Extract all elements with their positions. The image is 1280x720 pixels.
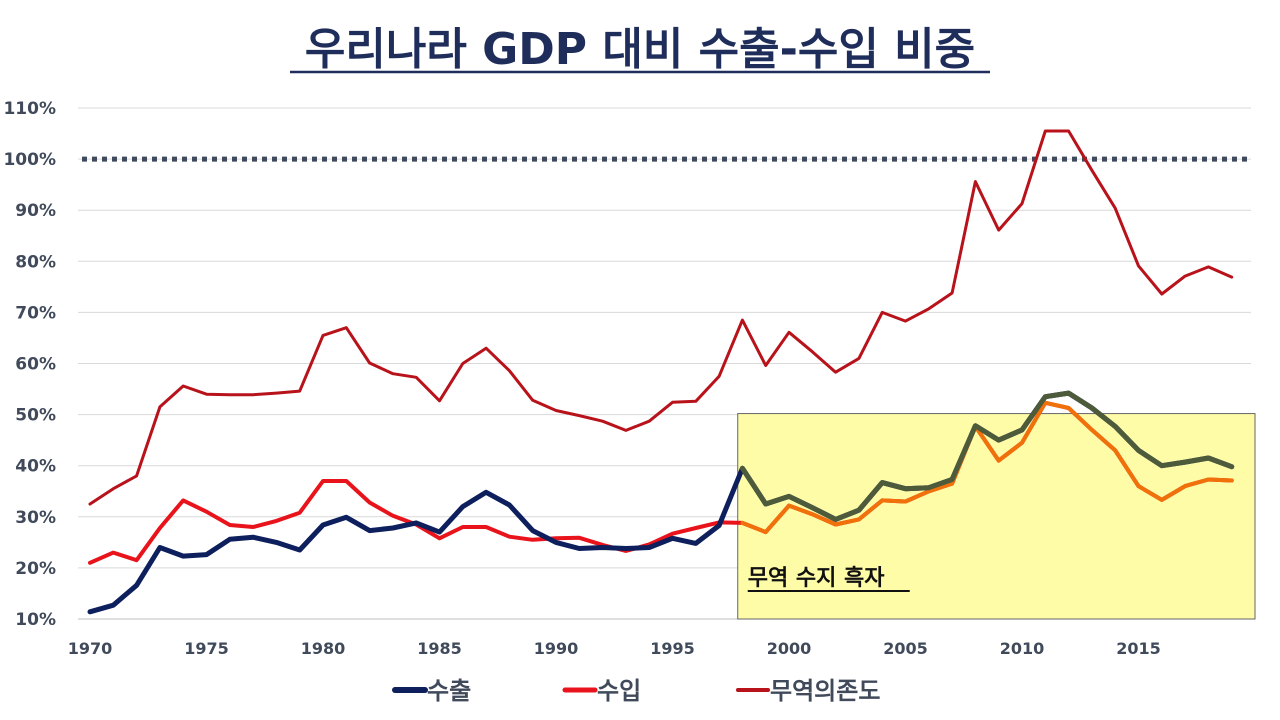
series-line-2 [88, 129, 1234, 506]
x-tick-label: 1985 [417, 639, 462, 658]
x-tick-label: 1995 [650, 639, 695, 658]
y-axis-ticks: 10% 20% 30% 40% 50% 60% 70% 80% 90% 100% 110% [3, 99, 56, 630]
x-tick-label: 1970 [68, 639, 113, 658]
y-tick-label: 50% [15, 406, 56, 426]
annotation-text-layer: 무역 수지 흑자 [747, 566, 910, 592]
y-tick-label: 80% [15, 252, 56, 272]
y-tick-label: 10% [15, 610, 56, 630]
legend: 수출 수입 무역의존도 [392, 677, 880, 705]
annotation-label: 무역 수지 흑자 [748, 566, 886, 591]
y-tick-label: 70% [15, 303, 56, 323]
y-tick-label: 90% [15, 201, 56, 221]
y-tick-label: 20% [15, 559, 56, 579]
x-tick-label: 1980 [301, 639, 346, 658]
x-tick-label: 2005 [883, 639, 928, 658]
x-tick-label: 1990 [534, 639, 579, 658]
x-tick-label: 2015 [1116, 639, 1161, 658]
y-tick-label: 100% [3, 150, 56, 170]
x-axis-ticks: 1970 1975 1980 1985 1990 1995 2000 2005 2010 2015 [68, 639, 1161, 658]
y-tick-label: 60% [15, 355, 56, 375]
chart-title: 우리나라 GDP 대비 수출-수입 비중 [305, 24, 975, 75]
y-tick-label: 40% [15, 457, 56, 477]
legend-label: 수입 [597, 677, 641, 705]
series-overlay-0 [739, 390, 1235, 522]
overlay-layer [739, 390, 1235, 535]
series-overlay-1 [740, 400, 1234, 535]
legend-label: 무역의존도 [770, 677, 880, 705]
x-tick-label: 2010 [1000, 639, 1045, 658]
x-tick-label: 1975 [184, 639, 229, 658]
x-tick-label: 2000 [767, 639, 812, 658]
legend-label: 수출 [427, 677, 471, 705]
y-tick-label: 30% [15, 508, 56, 528]
y-tick-label: 110% [3, 99, 56, 119]
